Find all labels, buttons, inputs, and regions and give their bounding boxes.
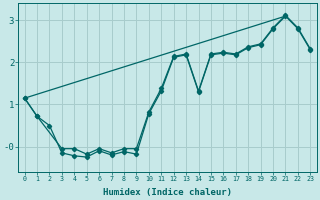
X-axis label: Humidex (Indice chaleur): Humidex (Indice chaleur) bbox=[103, 188, 232, 197]
